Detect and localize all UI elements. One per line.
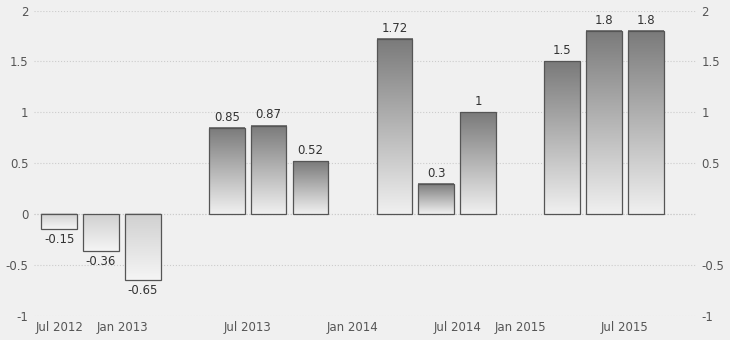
Bar (461, 112, 496, 214)
Bar (293, 161, 328, 214)
Bar (209, 128, 245, 214)
Bar (377, 39, 412, 214)
Bar (83, 214, 119, 251)
Bar (418, 184, 454, 214)
Text: 0.87: 0.87 (255, 108, 282, 121)
Text: -0.15: -0.15 (44, 234, 74, 246)
Bar (125, 214, 161, 280)
Text: 1.5: 1.5 (553, 45, 572, 57)
Text: 1: 1 (474, 95, 482, 108)
Text: 1.8: 1.8 (594, 14, 613, 27)
Text: -0.36: -0.36 (86, 255, 116, 268)
Text: 1.72: 1.72 (381, 22, 407, 35)
Text: 1.8: 1.8 (637, 14, 655, 27)
Text: -0.65: -0.65 (128, 284, 158, 298)
Text: 0.52: 0.52 (298, 144, 323, 157)
Bar (628, 31, 664, 214)
Bar (42, 214, 77, 230)
Bar (251, 125, 286, 214)
Text: 0.3: 0.3 (427, 167, 445, 180)
Text: 0.85: 0.85 (214, 110, 239, 123)
Bar (586, 31, 622, 214)
Bar (544, 62, 580, 214)
